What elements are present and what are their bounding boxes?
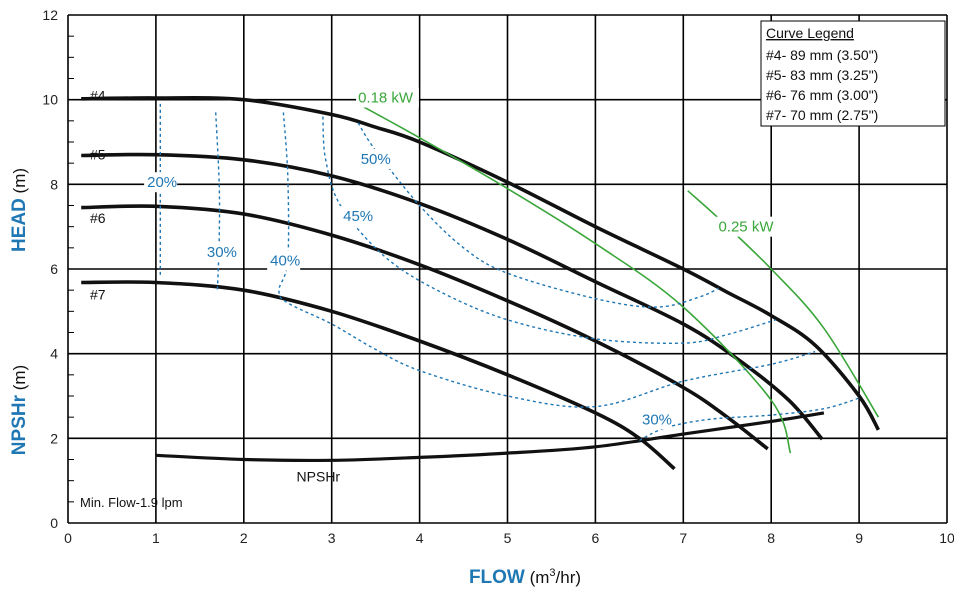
x-tick-label: 7	[679, 530, 687, 546]
y-axis-title-head: HEAD (m)	[9, 168, 30, 252]
grid	[67, 14, 948, 524]
head-title-bold: HEAD	[9, 198, 30, 252]
y-tick-label: 10	[42, 92, 58, 108]
flow-title-unit-end: /hr)	[556, 568, 582, 587]
series-label-head: #7	[90, 286, 106, 302]
y-axis-title-npshr: NPSHr (m)	[9, 365, 30, 455]
series-label-bg	[638, 409, 672, 430]
series-line-head-0	[81, 96, 880, 431]
series-label-power: 0.25 kW	[718, 219, 774, 236]
x-tick-label: 1	[152, 530, 160, 546]
series-line-efficiency-10	[322, 116, 776, 344]
npshr-title-bold: NPSHr	[9, 394, 30, 455]
series-label-efficiency: 50%	[361, 151, 391, 168]
series-line-head-2	[81, 204, 769, 451]
series-line-head-3	[81, 280, 676, 471]
x-tick-label: 3	[328, 530, 336, 546]
legend-entry-5: #5- 83 mm (3.25")	[766, 67, 878, 83]
series-line-power-6	[687, 190, 880, 418]
legend: Curve Legend #4- 89 mm (3.50") #5- 83 mm…	[760, 20, 946, 127]
series-label-head: #6	[90, 210, 106, 226]
series-label-power: 0.18 kW	[358, 90, 414, 107]
legend-entry-4: #4- 89 mm (3.50")	[766, 47, 878, 63]
y-tick-label: 4	[50, 346, 58, 362]
series-label-head: #4	[90, 87, 106, 103]
legend-title: Curve Legend	[766, 25, 854, 41]
series-label-bg	[356, 87, 419, 108]
flow-title-bold: FLOW	[469, 567, 525, 588]
x-tick-label: 8	[767, 530, 775, 546]
x-tick-label: 10	[939, 530, 954, 546]
x-tick-label: 5	[504, 530, 512, 546]
legend-box	[760, 20, 946, 127]
series	[81, 96, 880, 471]
flow-title-sup: 3	[549, 567, 555, 579]
series-label-bg	[357, 148, 391, 169]
npshr-title-unit: (m)	[10, 365, 29, 395]
series-label-efficiency: 20%	[147, 174, 177, 191]
series-line-npsh-4	[155, 411, 825, 463]
y-tick-label: 6	[50, 261, 58, 277]
y-tick-label: 8	[50, 176, 58, 192]
series-line-efficiency-9	[278, 112, 816, 408]
series-label-efficiency: 40%	[270, 253, 300, 270]
head-title-unit: (m)	[10, 168, 29, 198]
series-label-efficiency: 30%	[642, 411, 672, 428]
series-labels: #4 #5 #6 #7 NPSHr 0.18 kW 0.25 kW 20% 30% 40% 45% 5…	[90, 87, 780, 484]
legend-entry-7: #7- 70 mm (2.75")	[766, 107, 878, 123]
y-tick-label: 0	[50, 515, 58, 531]
flow-title-unit: (m	[525, 568, 550, 587]
series-label-bg	[340, 206, 374, 227]
x-tick-label: 0	[64, 530, 72, 546]
x-tick-label: 2	[240, 530, 248, 546]
min-flow-note: Min. Flow-1.9 lpm	[80, 495, 183, 510]
y-tick-label: 12	[42, 7, 58, 23]
series-label-efficiency: 45%	[343, 208, 373, 225]
series-line-efficiency-11	[357, 122, 719, 308]
series-label-head: #5	[90, 147, 106, 163]
x-tick-label: 6	[592, 530, 600, 546]
series-label-efficiency: 30%	[207, 244, 237, 261]
y-tick-label: 2	[50, 430, 58, 446]
series-label-bg	[144, 172, 178, 193]
x-tick-label: 4	[416, 530, 424, 546]
series-label-npsh: NPSHr	[297, 468, 341, 484]
series-label-bg	[716, 216, 780, 237]
series-label-bg	[267, 250, 301, 271]
x-tick-label: 9	[855, 530, 863, 546]
series-label-bg	[203, 242, 237, 263]
series-line-power-5	[357, 103, 792, 454]
series-line-efficiency-8	[215, 112, 221, 291]
x-axis-title: FLOW (m3/hr)	[469, 567, 581, 588]
series-line-head-1	[81, 152, 824, 441]
legend-entry-6: #6- 76 mm (3.00")	[766, 87, 878, 103]
